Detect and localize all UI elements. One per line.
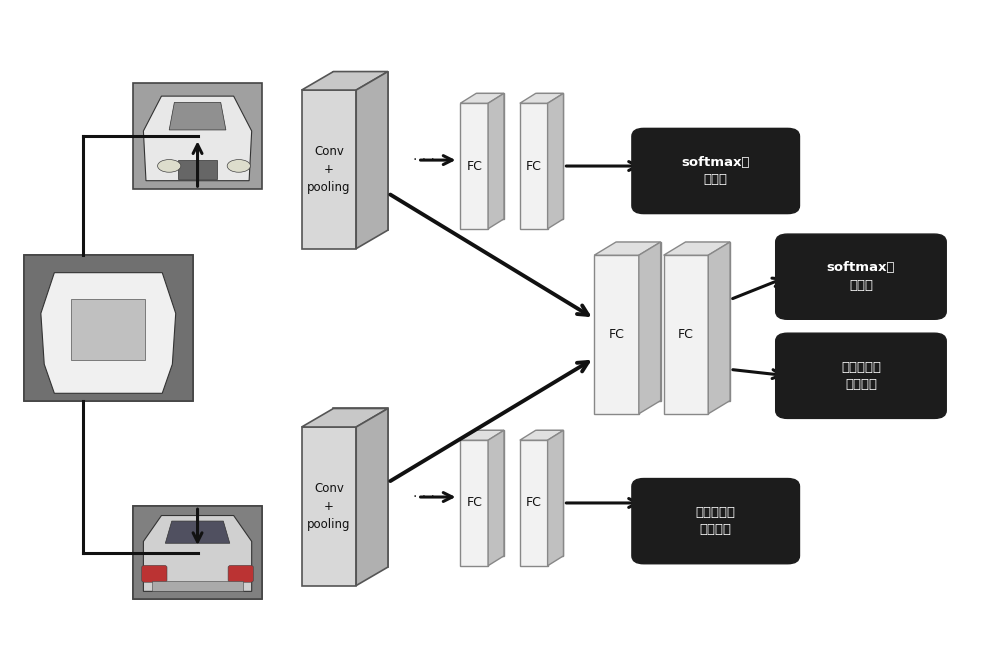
Polygon shape [356, 72, 388, 249]
Polygon shape [536, 94, 563, 219]
Polygon shape [548, 430, 563, 566]
Polygon shape [302, 427, 356, 585]
Polygon shape [133, 506, 262, 599]
Polygon shape [520, 94, 563, 103]
Polygon shape [178, 159, 217, 179]
Polygon shape [685, 242, 730, 401]
Text: FC: FC [609, 328, 624, 341]
Text: softmax损
失函数: softmax损 失函数 [827, 262, 895, 292]
Polygon shape [152, 581, 243, 591]
Polygon shape [143, 516, 252, 591]
Polygon shape [133, 506, 262, 599]
Polygon shape [488, 94, 504, 229]
Text: · · ·: · · · [413, 490, 435, 504]
Polygon shape [664, 242, 730, 255]
Polygon shape [476, 430, 504, 556]
FancyBboxPatch shape [142, 565, 167, 582]
Polygon shape [143, 96, 252, 181]
Polygon shape [476, 94, 504, 219]
Text: FC: FC [466, 496, 482, 510]
Text: FC: FC [526, 496, 542, 510]
FancyBboxPatch shape [228, 565, 253, 582]
Polygon shape [302, 72, 388, 90]
Polygon shape [536, 430, 563, 556]
Polygon shape [333, 72, 388, 230]
Text: Conv
+
pooling: Conv + pooling [307, 482, 351, 531]
Polygon shape [520, 430, 563, 440]
Polygon shape [520, 440, 548, 566]
Text: 嵌套三元组
损失函数: 嵌套三元组 损失函数 [841, 361, 881, 391]
Ellipse shape [227, 159, 250, 172]
Polygon shape [708, 242, 730, 414]
FancyBboxPatch shape [632, 478, 799, 564]
Polygon shape [639, 242, 661, 414]
Polygon shape [24, 255, 193, 401]
Polygon shape [460, 94, 504, 103]
Polygon shape [169, 102, 226, 130]
Polygon shape [520, 103, 548, 229]
Text: FC: FC [466, 159, 482, 173]
FancyBboxPatch shape [776, 234, 946, 319]
Polygon shape [356, 409, 388, 585]
Polygon shape [165, 521, 230, 543]
FancyBboxPatch shape [632, 128, 799, 213]
Polygon shape [302, 409, 388, 427]
Polygon shape [133, 84, 262, 189]
Polygon shape [302, 90, 356, 249]
Text: softmax损
失函数: softmax损 失函数 [681, 156, 750, 186]
Polygon shape [460, 103, 488, 229]
Polygon shape [488, 430, 504, 566]
Polygon shape [24, 255, 193, 401]
Polygon shape [594, 242, 661, 255]
Polygon shape [664, 255, 708, 414]
Polygon shape [460, 440, 488, 566]
Polygon shape [333, 409, 388, 567]
Text: · · ·: · · · [413, 153, 435, 167]
Text: FC: FC [678, 328, 694, 341]
Polygon shape [616, 242, 661, 401]
Ellipse shape [158, 159, 181, 172]
Text: FC: FC [526, 159, 542, 173]
Polygon shape [594, 255, 639, 414]
FancyBboxPatch shape [776, 333, 946, 418]
Polygon shape [548, 94, 563, 229]
Text: Conv
+
pooling: Conv + pooling [307, 145, 351, 194]
Polygon shape [71, 299, 145, 360]
Polygon shape [41, 273, 176, 393]
Polygon shape [460, 430, 504, 440]
Text: 嵌套三元组
损失函数: 嵌套三元组 损失函数 [696, 506, 736, 537]
